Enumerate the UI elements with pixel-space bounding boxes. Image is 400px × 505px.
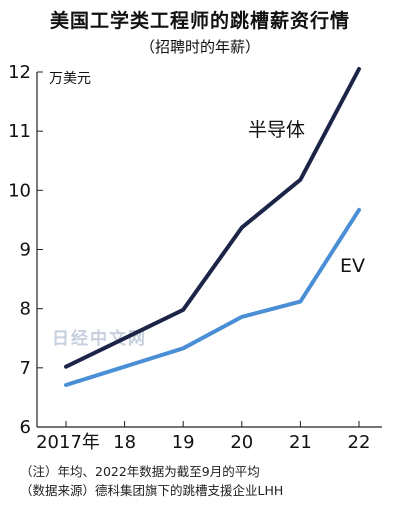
x-tick-label: 20 xyxy=(230,432,253,453)
y-tick-label: 9 xyxy=(20,240,31,261)
x-tick-label: 22 xyxy=(348,432,371,453)
x-tick-label: 19 xyxy=(172,432,195,453)
series-label-ev: EV xyxy=(340,255,365,277)
watermark: 日经中文网 xyxy=(52,328,147,349)
x-tick-label: 21 xyxy=(289,432,312,453)
series-label-semiconductor: 半导体 xyxy=(248,119,305,141)
series-lines xyxy=(64,67,361,387)
y-tick-label: 6 xyxy=(20,417,31,438)
y-tick-label: 11 xyxy=(8,121,31,142)
chart-subtitle: （招聘时的年薪） xyxy=(139,38,260,56)
y-tick-label: 7 xyxy=(20,358,31,379)
x-tick-label: 2017年 xyxy=(36,432,100,453)
footnote: （注）年均、2022年数据为截至9月的平均 xyxy=(20,464,260,479)
y-tick-label: 10 xyxy=(8,180,31,201)
tick-labels: 6 7 8 9 10 11 12 2017年 18 19 20 21 22 xyxy=(8,62,370,453)
y-tick-label: 12 xyxy=(8,62,31,83)
x-tick-label: 18 xyxy=(113,432,136,453)
y-unit-label: 万美元 xyxy=(49,71,91,87)
series-line-semiconductor xyxy=(64,67,361,369)
axes xyxy=(36,71,382,428)
series-line-ev xyxy=(64,207,361,387)
source-note: （数据来源）德科集团旗下的跳槽支援企业LHH xyxy=(20,483,284,498)
chart-title: 美国工学类工程师的跳槽薪资行情 xyxy=(49,10,350,32)
y-tick-label: 8 xyxy=(20,299,31,320)
